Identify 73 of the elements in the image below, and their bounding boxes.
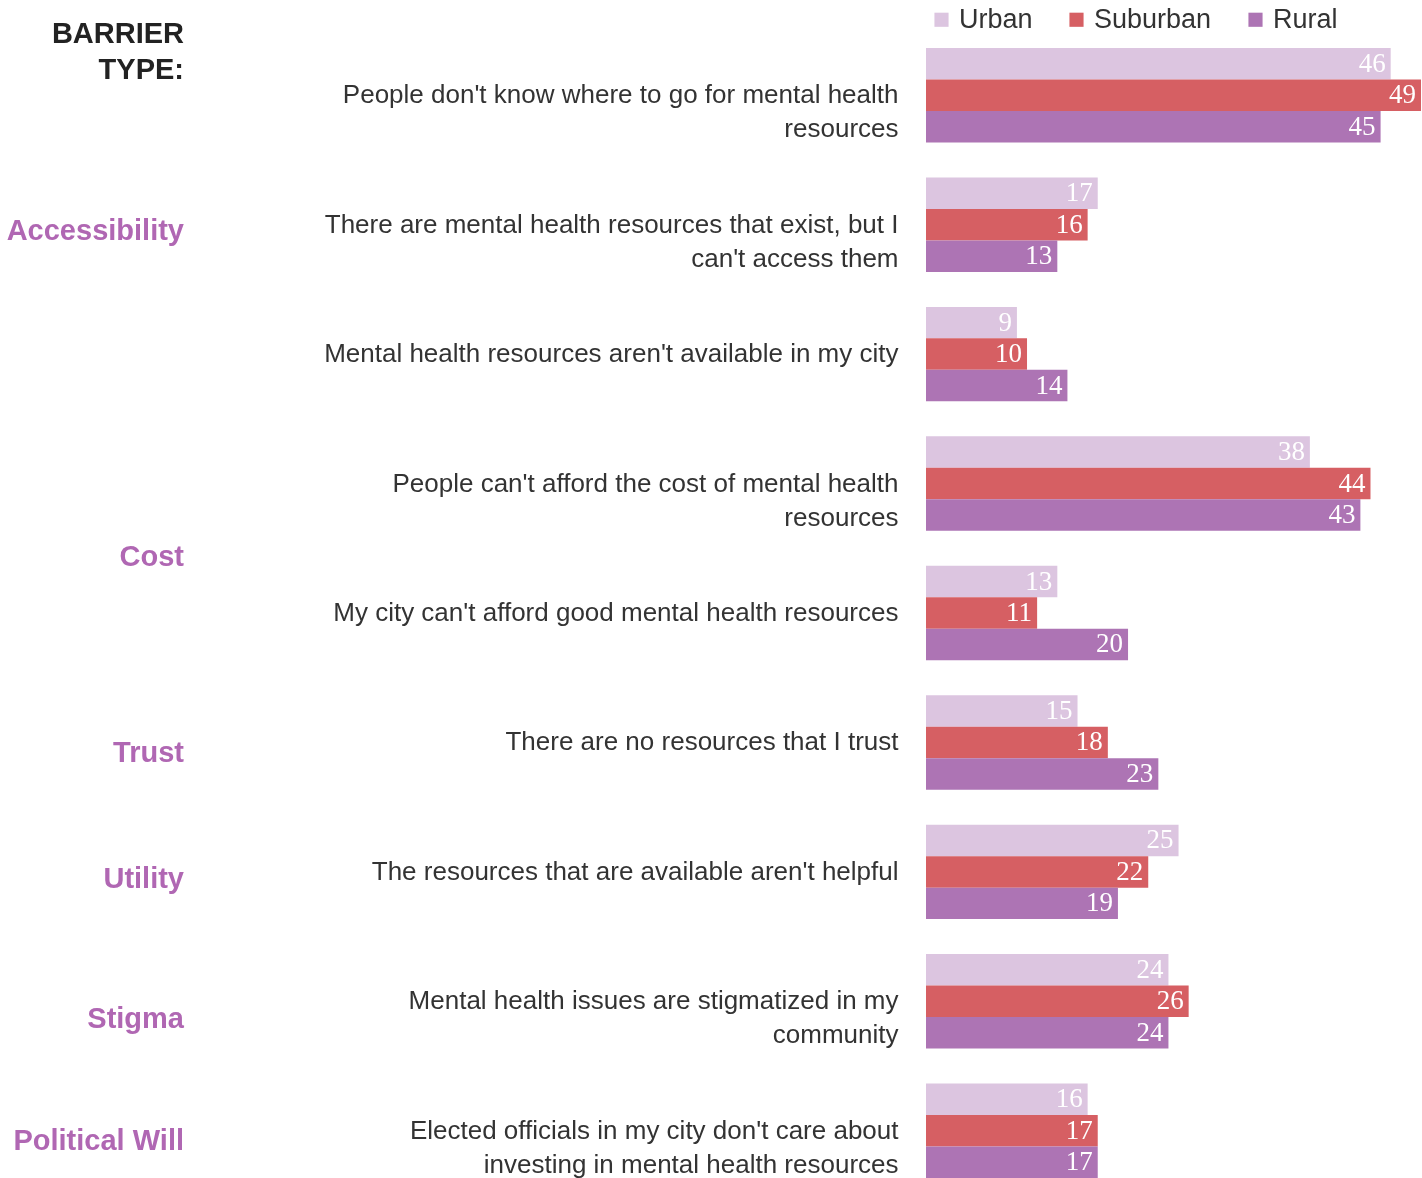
bar [926, 1115, 1098, 1147]
text: Utility [103, 862, 184, 894]
data-label: 10 [995, 338, 1023, 369]
bar [926, 726, 1108, 759]
bar [926, 597, 1038, 629]
text: Stigma [87, 1002, 185, 1034]
bar [926, 110, 1381, 143]
data-label: 20 [1096, 628, 1124, 659]
data-label: 17 [1065, 1146, 1093, 1177]
bar [926, 758, 1159, 790]
bar [926, 1146, 1098, 1178]
y-tick-label: Mental health issues are stigmatized in my community [408, 985, 899, 1050]
y-tick-label: The resources that are available aren't helpful [371, 855, 899, 886]
data-label: 25 [1146, 824, 1174, 855]
legend-label: Rural [1273, 3, 1338, 34]
y-tick-label: Elected officials in my city don't care about investing in mental health resources [409, 1114, 900, 1178]
data-label: 14 [1035, 369, 1063, 400]
data-label: 43 [1328, 499, 1356, 530]
bar [926, 628, 1129, 661]
text: Accessibility [6, 214, 184, 246]
bar [926, 208, 1088, 241]
y-tick-label: People don't know where to go for mental health resources [342, 79, 899, 144]
data-label: 15 [1045, 694, 1073, 725]
data-label: 24 [1136, 953, 1164, 984]
bar [926, 467, 1371, 500]
data-label: 24 [1136, 1016, 1164, 1047]
bar [926, 565, 1058, 598]
text: Political Will [13, 1124, 184, 1156]
bar [926, 436, 1310, 468]
data-label: 26 [1156, 985, 1184, 1016]
bar [926, 1083, 1088, 1116]
data-label: 23 [1126, 757, 1154, 788]
bar [926, 856, 1149, 888]
text: Cost [119, 540, 185, 572]
y-tick-label: There are mental health resources that exist, but I can't access them [324, 208, 899, 273]
data-label: 22 [1116, 855, 1144, 886]
bar [926, 824, 1179, 857]
data-label: 17 [1065, 177, 1093, 208]
y-tick-label: Mental health resources aren't available in my city [324, 338, 899, 369]
bar [926, 887, 1118, 920]
bar [926, 306, 1017, 339]
text: BARRIER TYPE: [51, 17, 185, 85]
bar [926, 1017, 1169, 1049]
data-label: 16 [1055, 1083, 1083, 1114]
data-label: 17 [1065, 1114, 1093, 1145]
data-label: 46 [1358, 47, 1386, 78]
bar [926, 79, 1421, 111]
data-label: 9 [998, 306, 1012, 337]
bar [926, 177, 1098, 209]
text: Trust [113, 736, 185, 768]
legend-label: Urban [959, 3, 1033, 34]
data-label: 49 [1389, 79, 1416, 110]
bar [926, 240, 1058, 272]
data-label: 11 [1006, 597, 1033, 627]
data-label: 18 [1075, 726, 1103, 757]
bar [926, 369, 1068, 402]
y-tick-label: There are no resources that I trust [505, 726, 900, 757]
y-tick-label: My city can't afford good mental health resources [333, 597, 899, 627]
bar [926, 695, 1078, 727]
data-label: 16 [1055, 208, 1083, 239]
y-tick-label: People can't afford the cost of mental health resources [392, 467, 899, 532]
bar [926, 48, 1391, 80]
legend-label: Suburban [1094, 3, 1212, 34]
data-label: 13 [1025, 240, 1053, 271]
bar [926, 499, 1361, 531]
data-label: 44 [1338, 467, 1366, 498]
data-label: 13 [1025, 565, 1053, 596]
bar [926, 338, 1028, 370]
data-label: 19 [1085, 887, 1113, 918]
data-label: 38 [1277, 436, 1305, 467]
bar [926, 954, 1169, 986]
data-label: 45 [1348, 110, 1376, 141]
bar [926, 985, 1189, 1018]
